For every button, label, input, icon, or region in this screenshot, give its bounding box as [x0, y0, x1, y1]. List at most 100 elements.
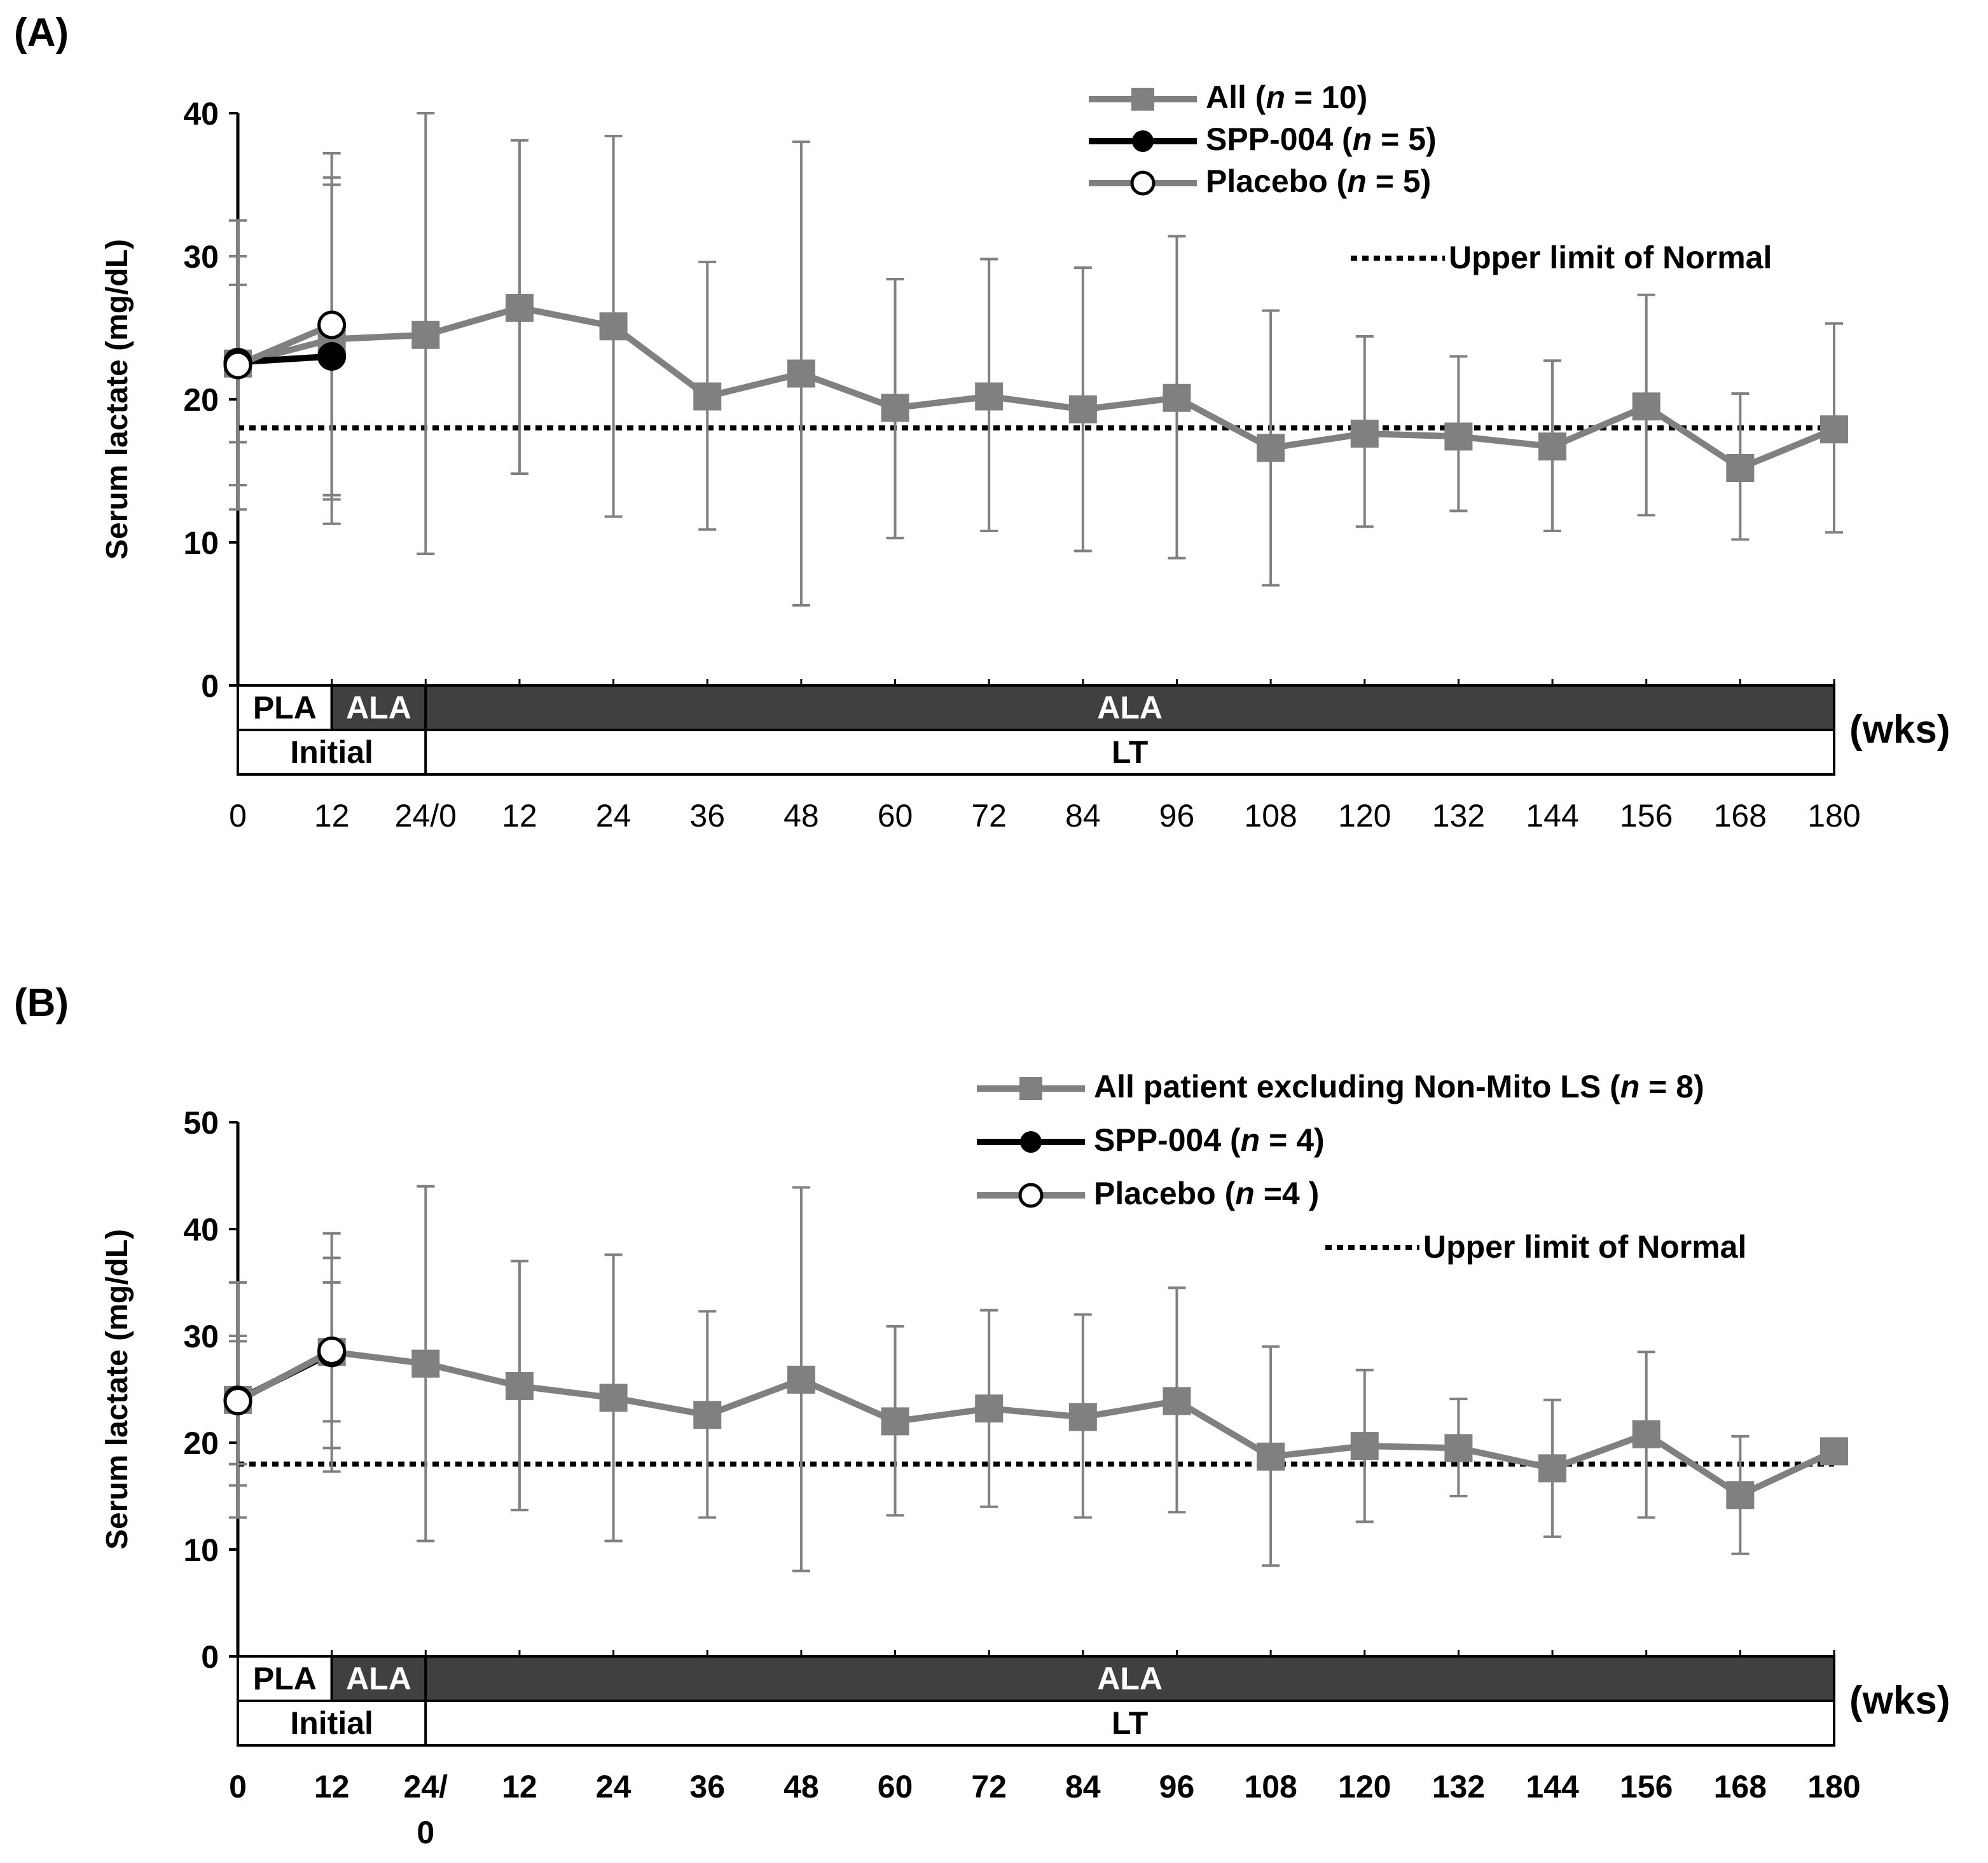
data-point-square [1632, 392, 1660, 421]
data-point-square [881, 394, 909, 422]
legend-label-suffix: = 5) [1367, 163, 1431, 199]
legend-marker-square [1019, 1077, 1042, 1100]
legend-label: Placebo (n =4 ) [1094, 1176, 1319, 1211]
chart-panel-b: (B) 0 10 20 30 40 50 Serum lactate (mg/dL) PLA AL… [14, 981, 1950, 1850]
y-tick-label: 40 [183, 1212, 219, 1248]
data-point-square [505, 294, 534, 322]
data-point-square [1163, 383, 1191, 412]
x-tick-label: 156 [1620, 798, 1673, 834]
y-tick-label: 50 [183, 1105, 219, 1141]
x-tick-label: 132 [1432, 1769, 1485, 1805]
period-block [237, 1700, 427, 1747]
x-tick-label: 144 [1526, 798, 1578, 834]
phase-label: ALA [1097, 1661, 1163, 1696]
data-point-square [411, 1349, 440, 1378]
x-tick-label-extra: 0 [417, 1815, 434, 1850]
x-tick-label: 132 [1432, 798, 1485, 834]
legend-label-prefix: Placebo ( [1206, 163, 1348, 199]
x-tick-label: 24 [596, 1769, 632, 1805]
x-tick-label: 0 [229, 1769, 247, 1805]
data-point-square [1820, 415, 1848, 444]
x-tick-label: 144 [1526, 1769, 1579, 1805]
legend-label-suffix: = 4) [1260, 1122, 1324, 1158]
legend-label: SPP-004 (n = 4) [1094, 1122, 1325, 1158]
data-point-square [975, 382, 1004, 411]
x-tick-label: 0 [229, 798, 247, 834]
phase-label: PLA [253, 1661, 317, 1696]
x-tick-label: 24/ [404, 1769, 448, 1805]
period-block [424, 1700, 1835, 1747]
phase-label: PLA [253, 690, 317, 725]
y-tick-label: 20 [183, 1426, 219, 1461]
x-tick-label: 48 [783, 798, 819, 834]
x-unit-label: (wks) [1849, 708, 1950, 752]
legend-label-n: n [1235, 1176, 1255, 1211]
legend-label-n: n [1266, 79, 1285, 115]
data-point-square [1350, 420, 1379, 448]
x-tick-label: 96 [1159, 798, 1195, 834]
x-tick-label: 72 [971, 1769, 1007, 1805]
x-tick-label: 12 [502, 1769, 537, 1805]
legend-label-suffix: = 10) [1285, 79, 1367, 115]
legend-label-prefix: SPP-004 ( [1094, 1122, 1241, 1158]
period-label: LT [1112, 1705, 1148, 1741]
period-block [424, 729, 1835, 776]
data-point-square [505, 1371, 534, 1400]
legend-marker-square [1131, 88, 1154, 111]
x-tick-label: 180 [1807, 1769, 1860, 1805]
data-point-square [1632, 1420, 1660, 1448]
y-tick-label: 0 [201, 1639, 219, 1675]
data-point-square [1538, 432, 1567, 461]
series-line [236, 1348, 334, 1404]
panel-label: (A) [14, 11, 69, 55]
legend-label-n: n [1620, 1069, 1640, 1104]
period-label: LT [1112, 734, 1148, 770]
data-point-square [1068, 395, 1097, 423]
panel-label: (B) [14, 981, 69, 1025]
y-tick-label: 0 [201, 668, 219, 704]
data-point-square [1257, 1442, 1285, 1471]
y-tick-label: 30 [183, 1319, 219, 1354]
x-tick-label: 84 [1065, 798, 1101, 834]
data-point-square [1163, 1387, 1191, 1415]
legend-label-n: n [1347, 163, 1367, 199]
series-line [236, 1349, 1836, 1499]
y-tick-label: 40 [183, 96, 219, 132]
x-tick-label: 120 [1338, 1769, 1391, 1805]
x-tick-label: 96 [1159, 1769, 1195, 1805]
x-tick-label: 24 [596, 798, 632, 834]
legend-label-n: n [1353, 121, 1372, 157]
legend-marker-filled-circle [1020, 1131, 1042, 1153]
data-point-square [599, 312, 628, 341]
legend-label: Placebo (n = 5) [1206, 163, 1431, 199]
chart-panel-a: (A) 0 10 20 30 40 Serum lactate (mg/dL) PLA ALA A… [14, 11, 1950, 834]
legend-label: All (n = 10) [1206, 79, 1367, 115]
legend-marker-open-circle [1018, 1183, 1044, 1208]
data-point-square [1068, 1403, 1097, 1431]
x-tick-label: 36 [689, 1769, 725, 1805]
data-point-square [1726, 454, 1755, 482]
x-tick-label: 180 [1807, 798, 1860, 834]
y-tick-label: 30 [183, 239, 219, 275]
data-point-square [1350, 1432, 1379, 1461]
legend-upper-limit-label: Upper limit of Normal [1423, 1229, 1746, 1265]
data-point-open-circle [317, 1337, 347, 1366]
data-point-square [1444, 422, 1473, 451]
data-point-square [599, 1384, 628, 1412]
data-point-square [787, 1365, 815, 1394]
data-point-square [1444, 1434, 1473, 1462]
legend-label-prefix: All patient excluding Non-Mito LS ( [1094, 1069, 1620, 1104]
x-tick-label: 120 [1338, 798, 1391, 834]
x-tick-label: 12 [314, 798, 350, 834]
x-tick-label: 84 [1065, 1769, 1101, 1805]
y-tick-label: 10 [183, 1532, 219, 1568]
legend-marker-filled-circle [1132, 130, 1154, 152]
phase-label: ALA [346, 690, 411, 725]
period-label: Initial [290, 734, 373, 770]
data-point-square [411, 320, 440, 349]
x-tick-label: 24/0 [395, 798, 457, 834]
data-point-square [1726, 1481, 1755, 1509]
legend-label-prefix: Placebo ( [1094, 1176, 1236, 1211]
x-tick-label: 168 [1714, 1769, 1767, 1805]
